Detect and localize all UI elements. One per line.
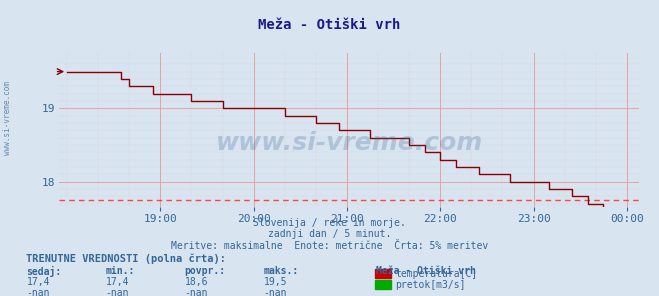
- Text: -nan: -nan: [105, 288, 129, 296]
- Text: Meža - Otiški vrh: Meža - Otiški vrh: [376, 266, 476, 276]
- Text: Slovenija / reke in morje.: Slovenija / reke in morje.: [253, 218, 406, 228]
- Text: Meža - Otiški vrh: Meža - Otiški vrh: [258, 18, 401, 32]
- Text: -nan: -nan: [185, 288, 208, 296]
- Text: 19,5: 19,5: [264, 277, 287, 287]
- Text: -nan: -nan: [26, 288, 50, 296]
- Text: povpr.:: povpr.:: [185, 266, 225, 276]
- Text: Meritve: maksimalne  Enote: metrične  Črta: 5% meritev: Meritve: maksimalne Enote: metrične Črta…: [171, 241, 488, 251]
- Text: TRENUTNE VREDNOSTI (polna črta):: TRENUTNE VREDNOSTI (polna črta):: [26, 253, 226, 263]
- Text: www.si-vreme.com: www.si-vreme.com: [215, 131, 483, 155]
- Text: 17,4: 17,4: [105, 277, 129, 287]
- Text: 17,4: 17,4: [26, 277, 50, 287]
- Text: min.:: min.:: [105, 266, 135, 276]
- Text: sedaj:: sedaj:: [26, 266, 61, 277]
- Text: 18,6: 18,6: [185, 277, 208, 287]
- Text: pretok[m3/s]: pretok[m3/s]: [395, 280, 466, 290]
- Text: zadnji dan / 5 minut.: zadnji dan / 5 minut.: [268, 229, 391, 239]
- Text: temperatura[C]: temperatura[C]: [395, 269, 478, 279]
- Text: www.si-vreme.com: www.si-vreme.com: [3, 81, 13, 155]
- Text: maks.:: maks.:: [264, 266, 299, 276]
- Text: -nan: -nan: [264, 288, 287, 296]
